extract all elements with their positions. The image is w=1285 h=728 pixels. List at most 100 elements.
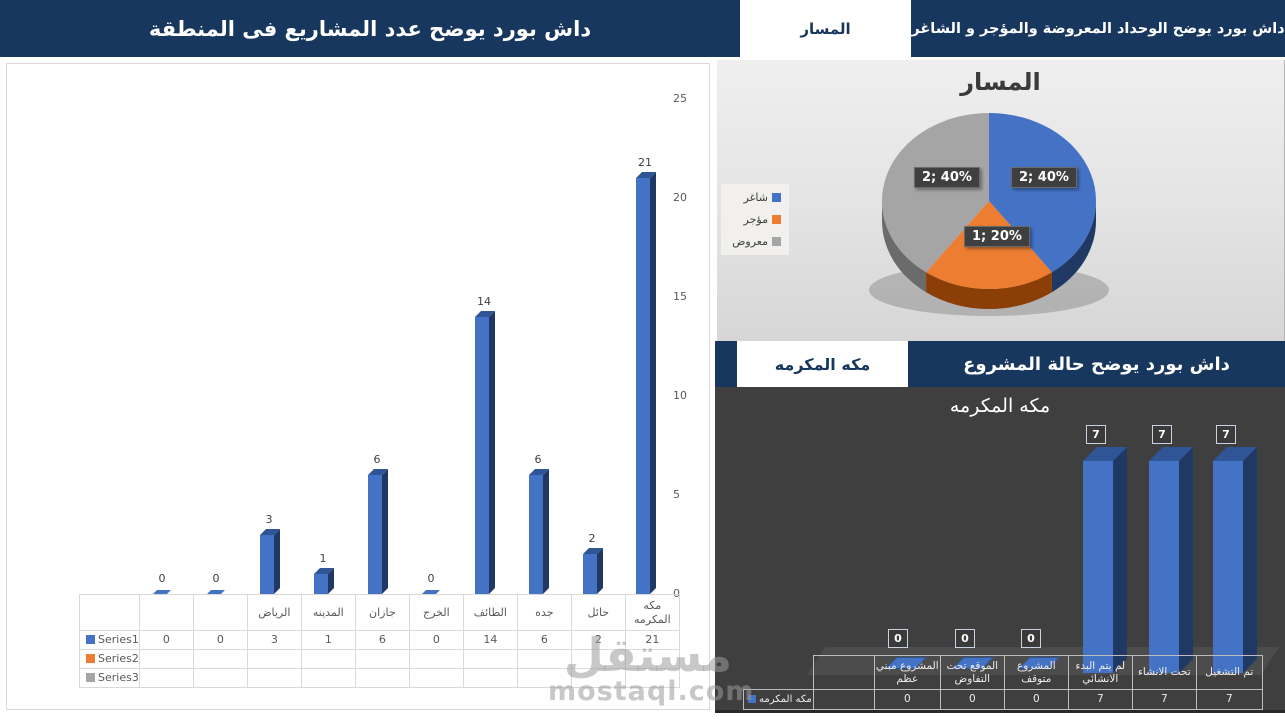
table-cell bbox=[246, 649, 302, 669]
tab-makkah[interactable]: مكه المكرمه bbox=[737, 341, 908, 387]
status-chart-title: داش بورد يوضح حالة المشروع bbox=[963, 353, 1230, 375]
table-cell: 0 bbox=[408, 630, 464, 650]
status-legend-swatch-icon bbox=[748, 694, 756, 703]
table-cell: 21 bbox=[624, 630, 680, 650]
table-cell bbox=[192, 668, 248, 688]
bar-مكه المكرمه[interactable] bbox=[636, 178, 650, 594]
status-data-table: المشروع مبني عظم الموقع تحت التفاوض المشرو… bbox=[743, 655, 1263, 710]
y-tick-10: 10 bbox=[673, 389, 687, 402]
y-tick-0: 0 bbox=[673, 587, 680, 600]
region-data-table: الرياض المدينه جازان الخرج الطائف جده حائل مكه … bbox=[79, 594, 680, 688]
status-legend: مكه المكرمه bbox=[743, 689, 814, 710]
bar-الطائف[interactable] bbox=[475, 316, 489, 594]
bar-value-label: 21 bbox=[638, 156, 652, 170]
bar-value-label: 0 bbox=[427, 572, 435, 585]
pie-slice-listed[interactable] bbox=[881, 112, 989, 273]
status-category-label: تحت الانشاء bbox=[1131, 655, 1197, 690]
bar-3d-side bbox=[489, 310, 495, 594]
pie-label-listed: 2; 40% bbox=[914, 167, 980, 188]
bar-3d-side bbox=[543, 469, 549, 594]
status-bar-side bbox=[1243, 446, 1257, 673]
pie-label-vacant: 2; 40% bbox=[1011, 167, 1077, 188]
pie-legend-label: شاغر bbox=[743, 191, 768, 204]
pie-3d bbox=[869, 112, 1109, 316]
status-category-label: لم يتم البدء الانشائي bbox=[1067, 655, 1133, 690]
status-value-label: 7 bbox=[1216, 424, 1236, 444]
pie-title: المسار bbox=[960, 68, 1041, 96]
region-bar-chart: 0 0 3 1 6 0 14 6 2 21 0 5 10 15 20 25 الرياض المدينه جاز… bbox=[6, 63, 710, 710]
table-cell bbox=[354, 649, 410, 669]
status-category-label: تم التشغيل bbox=[1195, 655, 1263, 690]
legend-swatch-icon bbox=[86, 635, 95, 645]
pie-chart-title-bar: داش بورد يوضح الوحداد المعروضة والمؤجر و… bbox=[911, 0, 1285, 57]
table-cell bbox=[516, 668, 572, 688]
table-corner bbox=[79, 594, 140, 631]
bar-الرياض[interactable] bbox=[260, 534, 274, 594]
bar-value-label: 0 bbox=[212, 572, 220, 585]
table-cell bbox=[138, 668, 194, 688]
table-cell bbox=[462, 668, 518, 688]
category-label: مكه المكرمه bbox=[624, 594, 680, 631]
category-label: الطائف bbox=[462, 594, 518, 631]
pie-side-rented bbox=[926, 272, 1052, 310]
tab-almasar[interactable]: المسار bbox=[740, 0, 911, 57]
table-cell: 0 bbox=[192, 630, 248, 650]
category-label: حائل bbox=[570, 594, 626, 631]
pie-legend-swatch-icon bbox=[772, 237, 781, 246]
category-label bbox=[192, 594, 248, 631]
bar-value-label: 3 bbox=[265, 512, 273, 526]
table-cell: 14 bbox=[462, 630, 518, 650]
table-cell bbox=[246, 668, 302, 688]
category-label: جده bbox=[516, 594, 572, 631]
bar-value-label: 2 bbox=[588, 532, 596, 546]
table-cell bbox=[570, 649, 626, 669]
status-value-label: 7 bbox=[1152, 424, 1172, 444]
bar-جده[interactable] bbox=[529, 475, 543, 594]
y-tick-15: 15 bbox=[673, 290, 687, 303]
pie-legend-label: معروض bbox=[732, 235, 768, 248]
status-category-label: المشروع مبني عظم bbox=[873, 655, 941, 690]
table-cell: 6 bbox=[354, 630, 410, 650]
table-cell bbox=[812, 689, 875, 710]
status-bar-تم التشغيل[interactable] bbox=[1213, 460, 1243, 673]
pie-slice-vacant[interactable] bbox=[989, 113, 1097, 273]
status-bar-تحت الانشاء[interactable] bbox=[1149, 460, 1179, 673]
category-label: المدينه bbox=[300, 594, 356, 631]
table-cell bbox=[354, 668, 410, 688]
legend-Series1: Series1 bbox=[79, 630, 140, 650]
bar-value-label: 6 bbox=[373, 453, 381, 467]
status-table-cell: 7 bbox=[1067, 689, 1133, 710]
status-table-cell: 0 bbox=[1003, 689, 1069, 710]
category-label: الرياض bbox=[246, 594, 302, 631]
status-table-cell: 0 bbox=[939, 689, 1005, 710]
table-cell bbox=[300, 668, 356, 688]
bar-3d-side bbox=[274, 528, 280, 594]
table-cell bbox=[408, 649, 464, 669]
table-cell bbox=[192, 649, 248, 669]
pie-legend-item-0[interactable]: شاغر bbox=[729, 191, 781, 204]
table-cell bbox=[624, 668, 680, 688]
category-label: جازان bbox=[354, 594, 410, 631]
category-blank bbox=[812, 655, 875, 690]
pie-legend-item-1[interactable]: مؤجر bbox=[729, 213, 781, 226]
table-cell bbox=[462, 649, 518, 669]
pie-side-vacant bbox=[1051, 201, 1096, 293]
status-value-label: 7 bbox=[1086, 424, 1106, 444]
bar-3d-side bbox=[382, 469, 388, 594]
table-cell bbox=[516, 649, 572, 669]
pie-legend-item-2[interactable]: معروض bbox=[729, 235, 781, 248]
status-table-cell: 7 bbox=[1195, 689, 1263, 710]
status-category-label: الموقع تحت التفاوض bbox=[939, 655, 1005, 690]
status-bar-لم يتم البدء الانشائي[interactable] bbox=[1083, 460, 1113, 673]
bar-المدينه[interactable] bbox=[314, 574, 328, 594]
bar-value-label: 1 bbox=[319, 552, 327, 566]
pie-chart-panel: المسار 2; 40% 1; 20% 2; 40% شاغر مؤجر معرو… bbox=[717, 60, 1285, 341]
bar-جازان[interactable] bbox=[368, 475, 382, 594]
table-cell: 2 bbox=[570, 630, 626, 650]
bar-حائل[interactable] bbox=[583, 554, 597, 594]
y-tick-25: 25 bbox=[673, 92, 687, 105]
table-cell bbox=[300, 649, 356, 669]
bar-value-label: 0 bbox=[158, 572, 166, 585]
